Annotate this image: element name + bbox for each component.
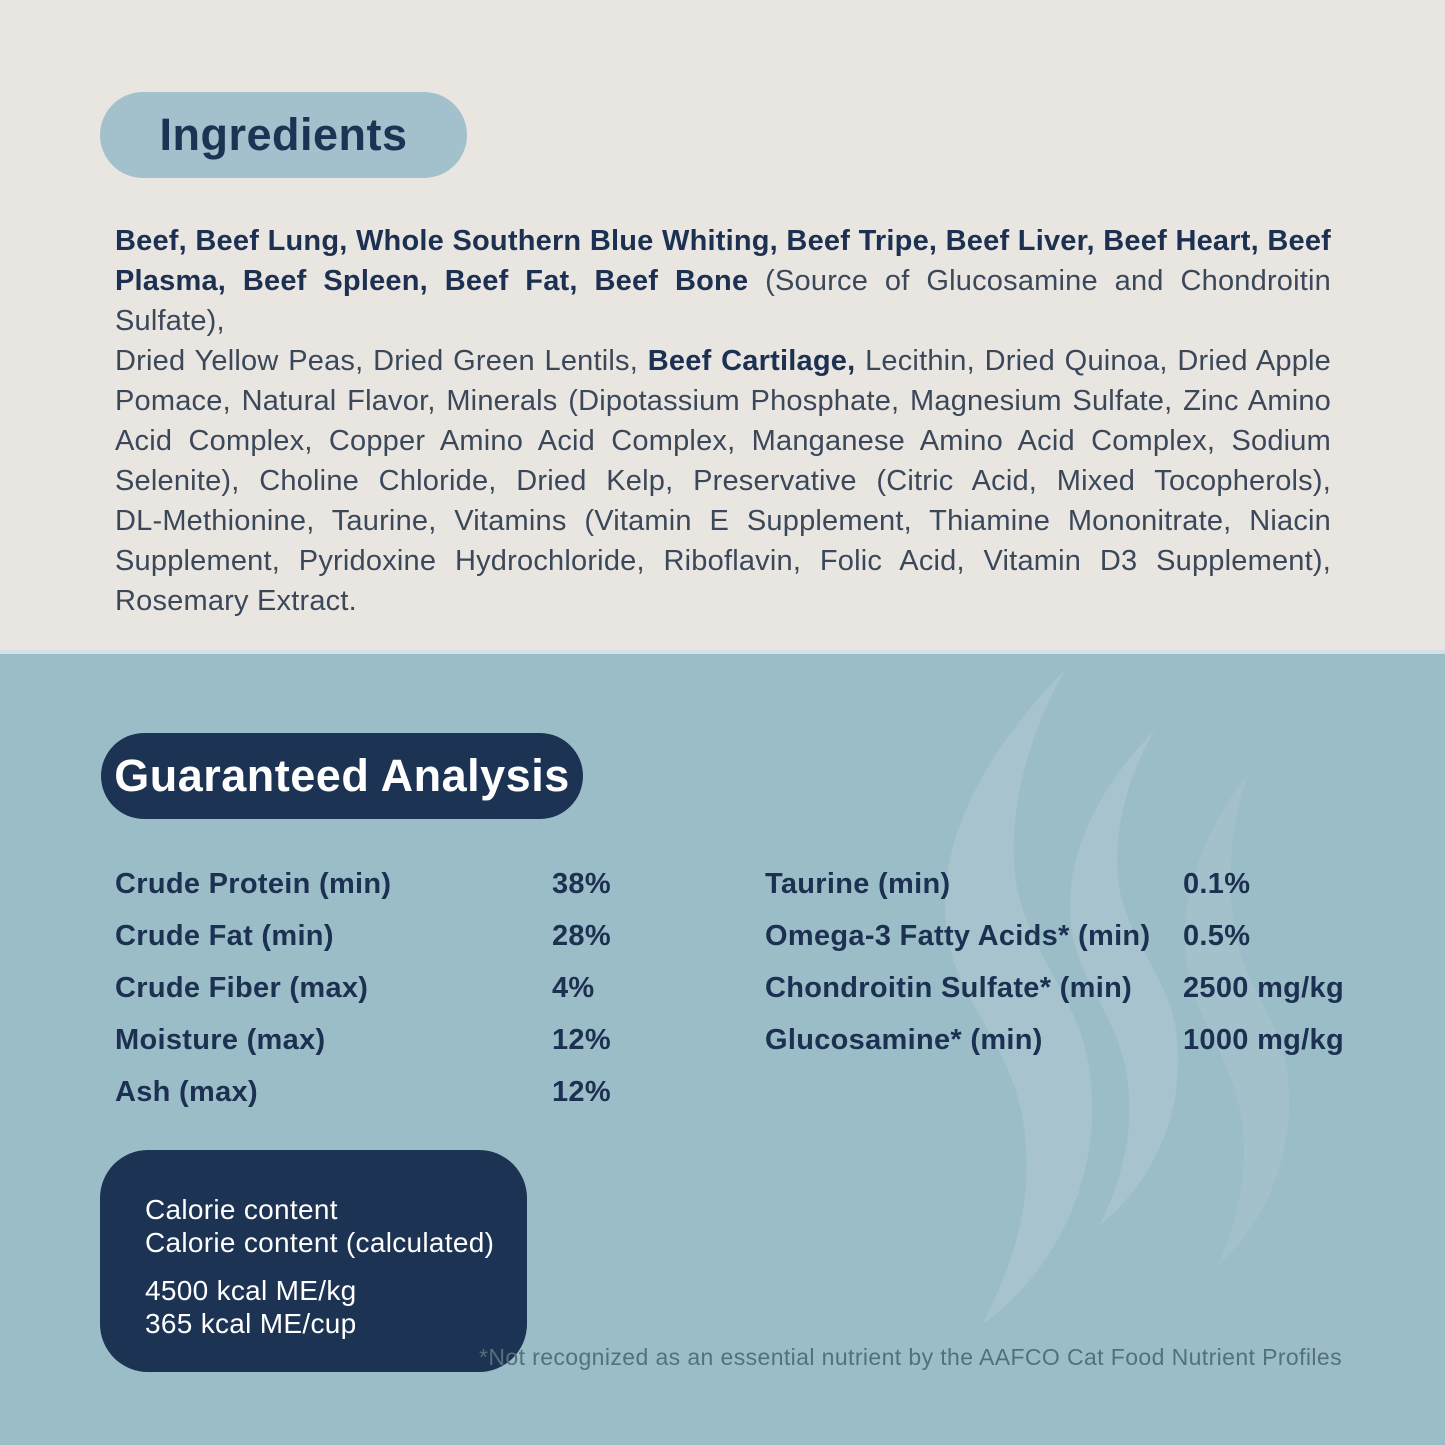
ingredient-text: Pomace, Natural Flavor, Minerals (Dipota…: [115, 385, 1331, 417]
ingredients-line: Dried Yellow Peas, Dried Green Lentils, …: [115, 341, 1331, 381]
ingredient-text: Dried Yellow Peas, Dried Green Lentils,: [115, 345, 648, 377]
analysis-row: Crude Fat (min) 28%: [115, 910, 760, 962]
analysis-label: Glucosamine* (min): [765, 1024, 1043, 1056]
ingredient-text: DL-Methionine, Taurine, Vitamins (Vitami…: [115, 505, 1331, 537]
calorie-line: 365 kcal ME/cup: [145, 1308, 357, 1339]
analysis-label: Omega-3 Fatty Acids* (min): [765, 920, 1151, 952]
ingredients-title: Ingredients: [159, 109, 408, 160]
calorie-line: 4500 kcal ME/kg: [145, 1275, 357, 1306]
ingredients-line: Plasma, Beef Spleen, Beef Fat, Beef Bone…: [115, 261, 1331, 341]
calorie-line: Calorie content (calculated): [145, 1227, 495, 1258]
ingredient-text: Supplement, Pyridoxine Hydrochloride, Ri…: [115, 545, 1331, 577]
analysis-value: 12%: [552, 1024, 611, 1056]
analysis-label: Crude Protein (min): [115, 868, 392, 900]
aafco-footnote: *Not recognized as an essential nutrient…: [479, 1344, 1342, 1370]
analysis-value: 38%: [552, 868, 611, 900]
analysis-value: 12%: [552, 1076, 611, 1108]
analysis-row: Omega-3 Fatty Acids* (min) 0.5%: [765, 910, 1375, 962]
analysis-value: 2500 mg/kg: [1183, 972, 1344, 1004]
ingredients-line: Supplement, Pyridoxine Hydrochloride, Ri…: [115, 541, 1331, 581]
ingredients-line: Rosemary Extract.: [115, 581, 1331, 621]
guaranteed-analysis-title: Guaranteed Analysis: [114, 750, 570, 801]
ingredients-line: Pomace, Natural Flavor, Minerals (Dipota…: [115, 381, 1331, 421]
ingredient-text: Lecithin, Dried Quinoa, Dried Apple: [865, 345, 1332, 377]
analysis-label: Crude Fiber (max): [115, 972, 369, 1004]
calorie-content-box: Calorie content Calorie content (calcula…: [100, 1150, 527, 1372]
analysis-row: Chondroitin Sulfate* (min) 2500 mg/kg: [765, 962, 1375, 1014]
analysis-row: Moisture (max) 12%: [115, 1014, 760, 1066]
calorie-line: Calorie content: [145, 1194, 338, 1225]
ingredients-paragraph: Beef, Beef Lung, Whole Southern Blue Whi…: [115, 221, 1331, 621]
guaranteed-analysis-heading-pill: Guaranteed Analysis: [101, 733, 583, 819]
steam-watermark-icon: [944, 670, 1290, 1325]
analysis-label: Ash (max): [115, 1076, 258, 1108]
analysis-value: 0.1%: [1183, 868, 1251, 900]
ingredients-line: DL-Methionine, Taurine, Vitamins (Vitami…: [115, 501, 1331, 541]
analysis-row: Crude Fiber (max) 4%: [115, 962, 760, 1014]
analysis-row: Crude Protein (min) 38%: [115, 858, 760, 910]
ingredients-line: Acid Complex, Copper Amino Acid Complex,…: [115, 421, 1331, 461]
analysis-row: Ash (max) 12%: [115, 1066, 760, 1118]
analysis-value: 28%: [552, 920, 611, 952]
analysis-row: Taurine (min) 0.1%: [765, 858, 1375, 910]
ingredient-text: Acid Complex, Copper Amino Acid Complex,…: [115, 425, 1331, 457]
analysis-label: Moisture (max): [115, 1024, 326, 1056]
ingredients-line: Beef, Beef Lung, Whole Southern Blue Whi…: [115, 221, 1331, 261]
section-divider: [0, 650, 1445, 654]
analysis-value: 4%: [552, 972, 595, 1004]
ingredient-text: Selenite), Choline Chloride, Dried Kelp,…: [115, 465, 1331, 497]
analysis-right-column: Taurine (min) 0.1% Omega-3 Fatty Acids* (m…: [765, 858, 1375, 1066]
analysis-label: Taurine (min): [765, 868, 951, 900]
ingredient-bold-text: Beef, Beef Lung, Whole Southern Blue Whi…: [115, 225, 1331, 257]
analysis-value: 0.5%: [1183, 920, 1251, 952]
ingredient-text: Rosemary Extract.: [115, 585, 357, 617]
ingredient-bold-text: Plasma, Beef Spleen, Beef Fat, Beef Bone: [115, 265, 766, 297]
analysis-left-column: Crude Protein (min) 38% Crude Fat (min) 28%…: [115, 858, 760, 1118]
analysis-label: Chondroitin Sulfate* (min): [765, 972, 1133, 1004]
ingredient-bold-text: Beef Cartilage,: [647, 345, 866, 377]
analysis-row: Glucosamine* (min) 1000 mg/kg: [765, 1014, 1375, 1066]
analysis-label: Crude Fat (min): [115, 920, 334, 952]
analysis-value: 1000 mg/kg: [1183, 1024, 1344, 1056]
ingredients-line: Selenite), Choline Chloride, Dried Kelp,…: [115, 461, 1331, 501]
ingredient-text: (Source of Glucosamine and Chondroitin S…: [115, 265, 1332, 337]
ingredients-heading-pill: Ingredients: [100, 92, 467, 178]
ingredients-section: Ingredients Beef, Beef Lung, Whole South…: [0, 0, 1445, 650]
